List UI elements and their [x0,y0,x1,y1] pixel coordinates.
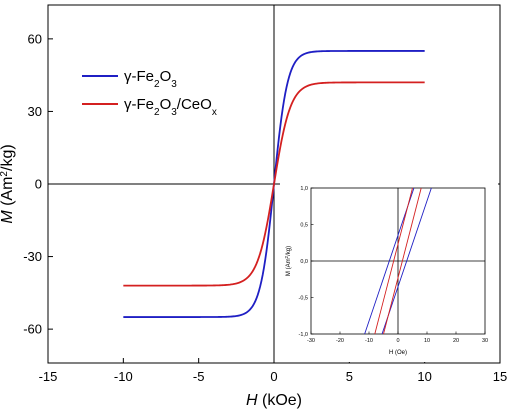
x-axis-title: H (kOe) [246,392,302,409]
x-tick-label: 5 [346,369,353,384]
x-tick-label: -10 [114,369,133,384]
y-tick-label: 60 [28,31,42,46]
inset-y-tick-label: 0,0 [300,259,308,265]
inset-branch-1 [381,187,432,335]
x-tick-label: -15 [39,369,58,384]
inset-x-tick-label: 30 [482,338,488,344]
main-plot-layer: -15 -10 -5 0 5 10 15 -60 -30 0 30 60 [23,5,507,384]
inset-branch-3 [383,187,422,335]
series-line-1 [123,81,425,287]
x-tick-label: 15 [493,369,507,384]
x-tick-label: 0 [270,369,277,384]
inset-x-tick-label: 20 [453,338,459,344]
y-tick-label: -60 [23,322,42,337]
y-tick-label: -30 [23,249,42,264]
y-axis-title: M (Am2/kg) [0,144,16,223]
inset-branch-2 [374,187,413,335]
legend: γ-Fe2O3 γ-Fe2O3/CeOx [82,68,217,118]
inset-x-tick-label: -30 [307,338,315,344]
inset-x-tick-label: -20 [336,338,344,344]
inset-y-tick-label: 0,5 [300,223,308,229]
inset-branch-0 [364,187,415,335]
legend-label-series-0: γ-Fe2O3 [124,68,177,90]
inset-x-tick-label: 10 [424,338,430,344]
inset-x-tick-label: 0 [396,338,399,344]
inset-x-tick-label: -10 [365,338,373,344]
inset-background [280,182,498,362]
y-tick-label: 30 [28,104,42,119]
inset-y-tick-label: 1,0 [300,186,308,192]
inset-chart: -30 -20 -10 0 10 20 30 1,0 0,5 0,0 -0,5 -1,0 H (Oe)… [280,182,498,362]
y-tick-label: 0 [35,177,42,192]
inset-y-axis-title: M (Am2/kg) [284,246,293,276]
inset-y-tick-label: -0,5 [299,296,308,302]
legend-label-series-1: γ-Fe2O3/CeOx [124,96,217,118]
x-tick-label: -5 [193,369,205,384]
inset-y-tick-label: -1,0 [299,332,308,338]
x-tick-label: 10 [417,369,431,384]
inset-plot-layer: -30 -20 -10 0 10 20 30 1,0 0,5 0,0 -0,5 -1,0 [299,186,489,344]
inset-x-axis-title: H (Oe) [389,350,407,356]
